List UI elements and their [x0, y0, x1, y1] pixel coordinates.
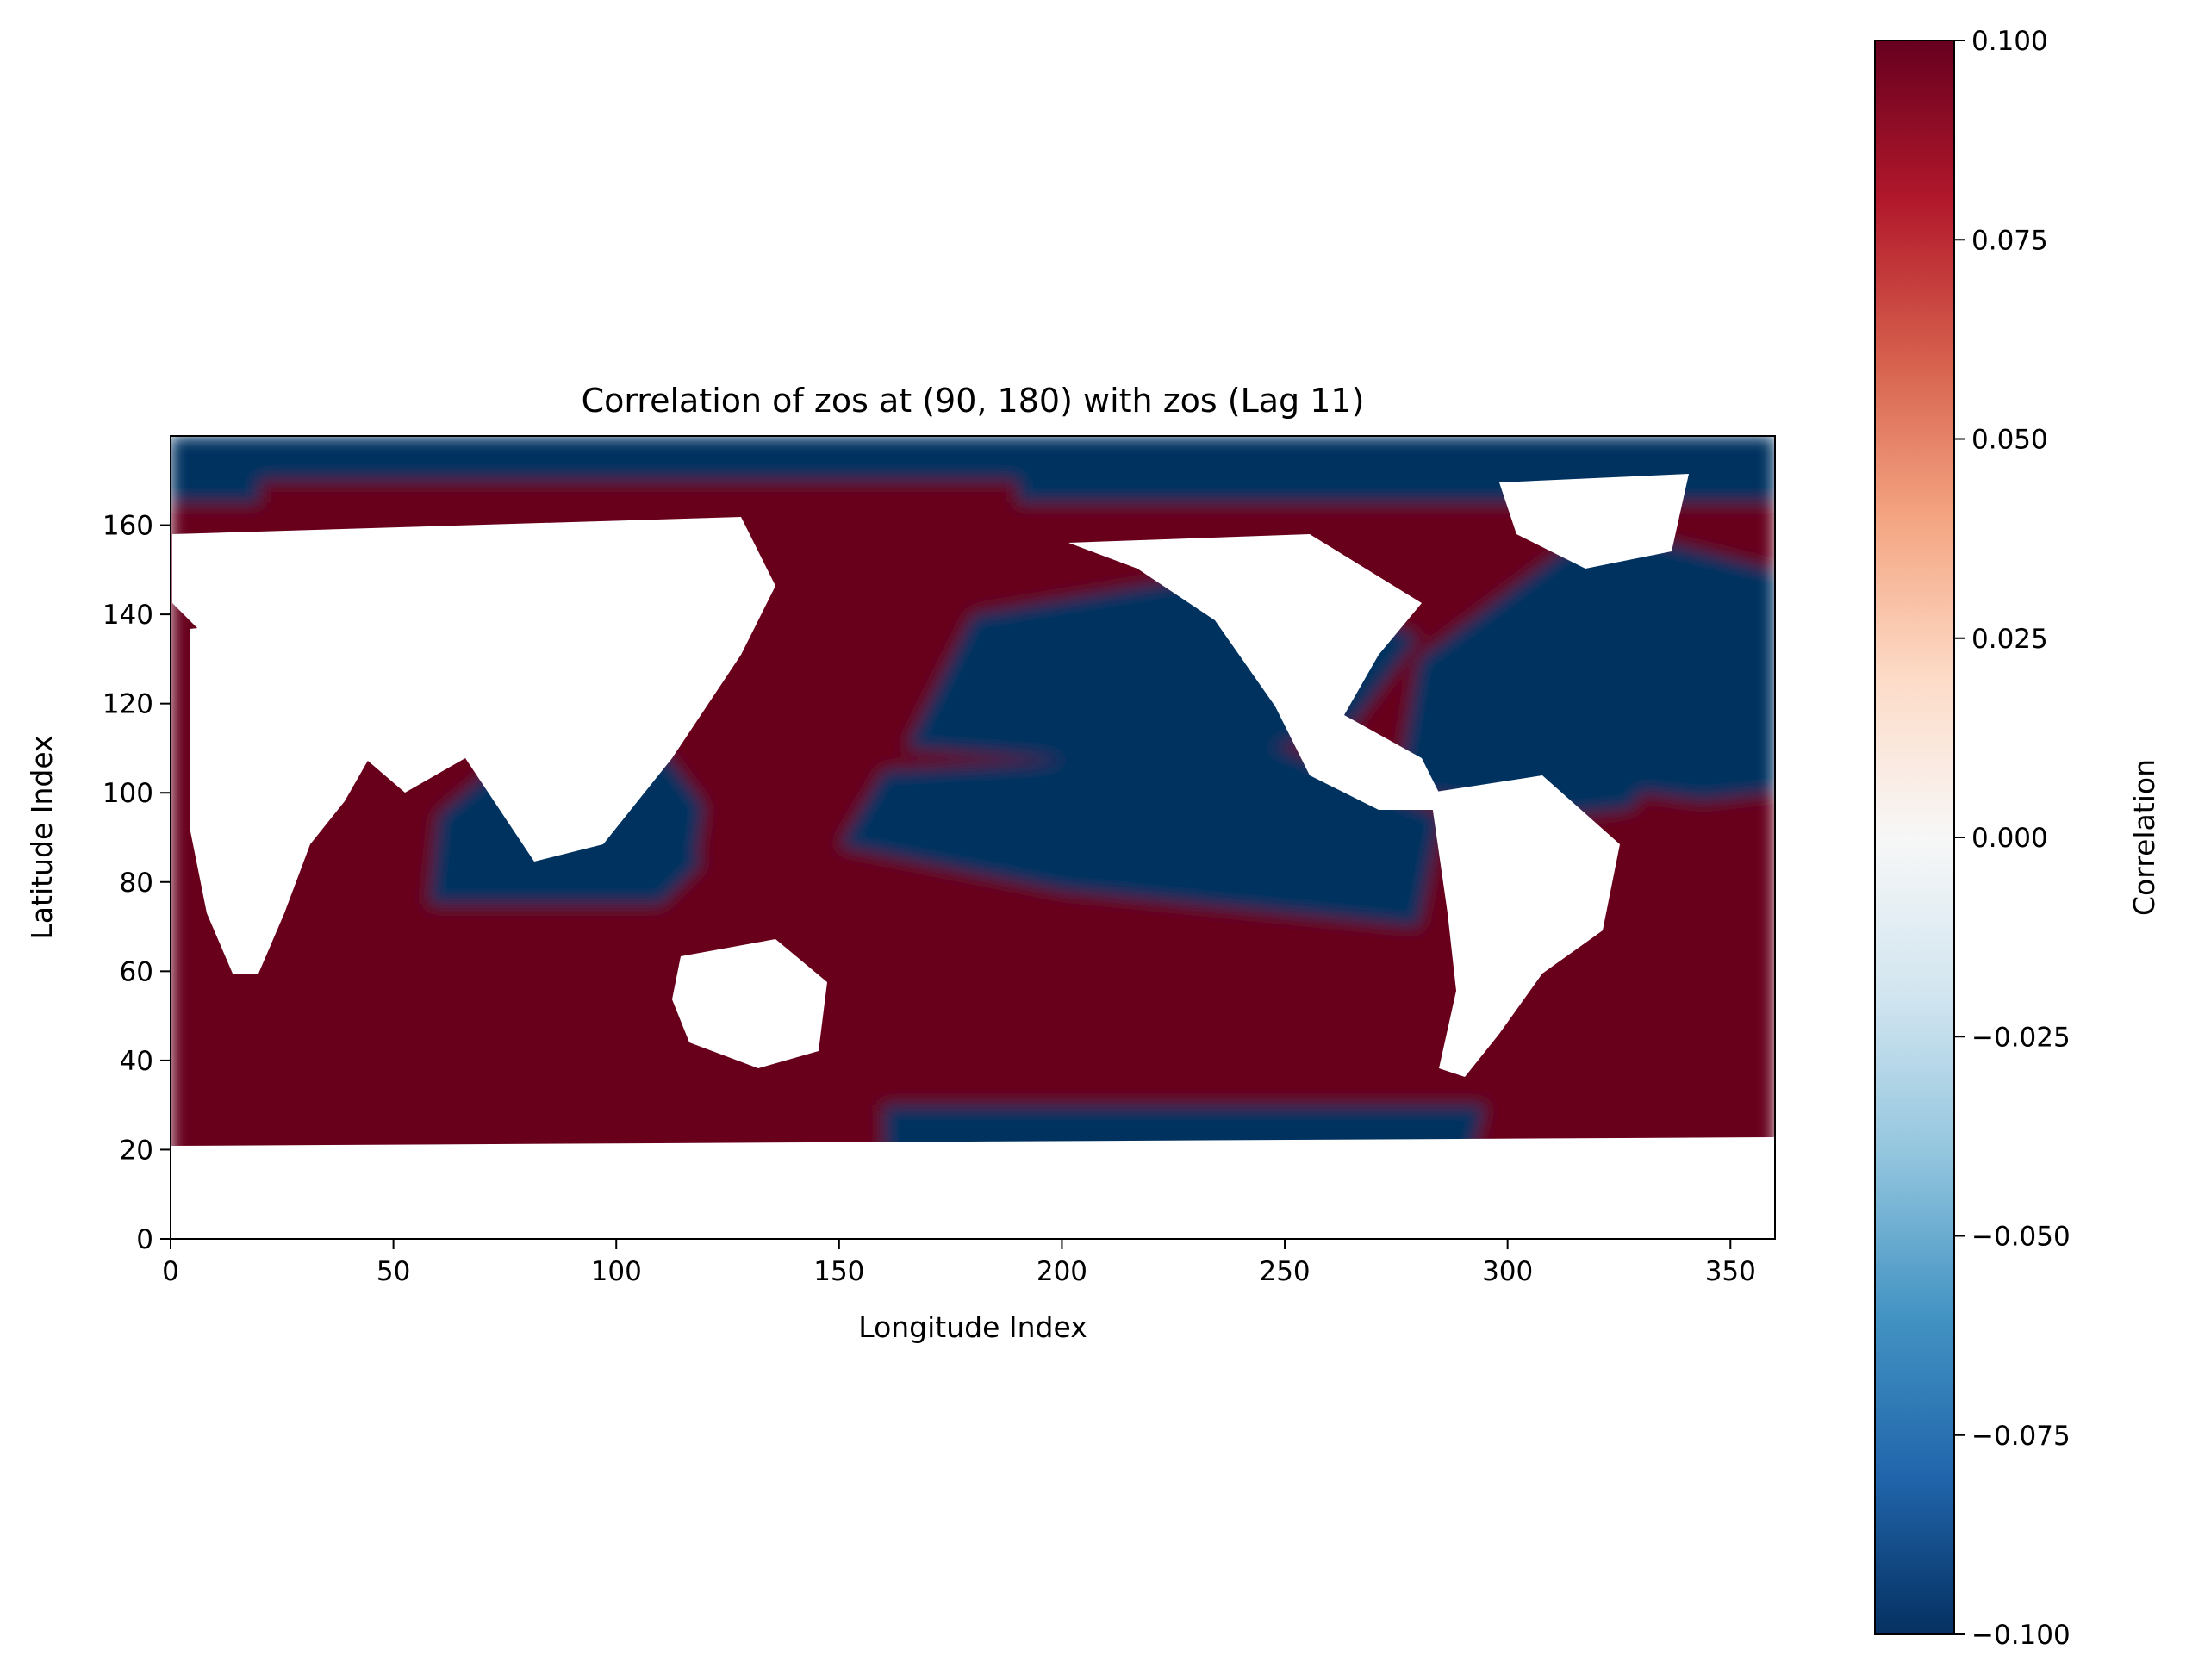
- south-america-land: [1430, 775, 1620, 1077]
- y-tick-label: 40: [120, 1046, 153, 1077]
- colorbar-tick-label: 0.075: [1971, 225, 2048, 256]
- australia-land: [672, 939, 827, 1068]
- y-axis-label: Latitude Index: [25, 735, 59, 939]
- colorbar-ticks: 0.100 0.075 0.050 0.025 0.000 −0.025 −0.050 −0.…: [1954, 26, 2071, 1651]
- x-tick-label: 150: [813, 1256, 864, 1287]
- region-south-pacific-gyre: [838, 859, 1397, 1083]
- x-tick-label: 350: [1705, 1256, 1756, 1287]
- region-central-pacific-band: [838, 748, 1442, 927]
- x-axis-ticks: 0 50 100 150 200 250 300 350: [162, 1239, 1756, 1287]
- y-tick-label: 160: [103, 511, 153, 542]
- x-tick-label: 250: [1259, 1256, 1310, 1287]
- colorbar-tick-label: 0.000: [1971, 823, 2048, 854]
- heatmap-area: [171, 436, 1775, 1239]
- y-tick-label: 100: [103, 778, 153, 809]
- y-tick-label: 120: [103, 689, 153, 720]
- region-north-atlantic: [1396, 525, 1775, 816]
- colorbar-tick-label: 0.025: [1971, 624, 2048, 655]
- colorbar-tick-label: −0.025: [1971, 1022, 2071, 1053]
- colorbar-tick-label: −0.100: [1971, 1620, 2071, 1651]
- y-tick-label: 20: [120, 1135, 153, 1166]
- colorbar-tick-label: 0.050: [1971, 425, 2048, 456]
- greenland-land: [1499, 474, 1689, 569]
- colorbar-tick-label: 0.100: [1971, 26, 2048, 57]
- x-axis-label: Longitude Index: [858, 1310, 1087, 1344]
- y-axis-ticks: 0 20 40 60 80 100 120 140 160: [103, 511, 171, 1255]
- plot-frame: [170, 435, 1776, 1240]
- continents: [171, 474, 1775, 1239]
- x-tick-label: 300: [1482, 1256, 1533, 1287]
- colorbar: [1874, 40, 1955, 1635]
- y-tick-label: 60: [120, 956, 153, 987]
- north-america-land: [1068, 534, 1448, 810]
- colorbar-tick-label: −0.050: [1971, 1222, 2071, 1253]
- colorbar-label: Correlation: [2127, 759, 2161, 916]
- x-tick-label: 50: [377, 1256, 410, 1287]
- y-tick-label: 140: [103, 600, 153, 631]
- x-tick-label: 0: [162, 1256, 179, 1287]
- region-southern-ocean-atlantic: [179, 837, 617, 1150]
- x-tick-label: 100: [591, 1256, 642, 1287]
- region-south-atlantic: [1462, 949, 1775, 1150]
- y-tick-label: 0: [136, 1224, 153, 1255]
- x-tick-label: 200: [1037, 1256, 1087, 1287]
- colorbar-tick-label: −0.075: [1971, 1421, 2071, 1452]
- region-arctic-siberian-shelf: [259, 480, 1018, 534]
- eurasia-land: [172, 517, 775, 862]
- y-tick-label: 80: [120, 868, 153, 899]
- region-equatorial-atlantic: [1587, 793, 1775, 882]
- chart-title: Correlation of zos at (90, 180) with zos…: [582, 382, 1365, 420]
- antarctica-land: [171, 1137, 1775, 1239]
